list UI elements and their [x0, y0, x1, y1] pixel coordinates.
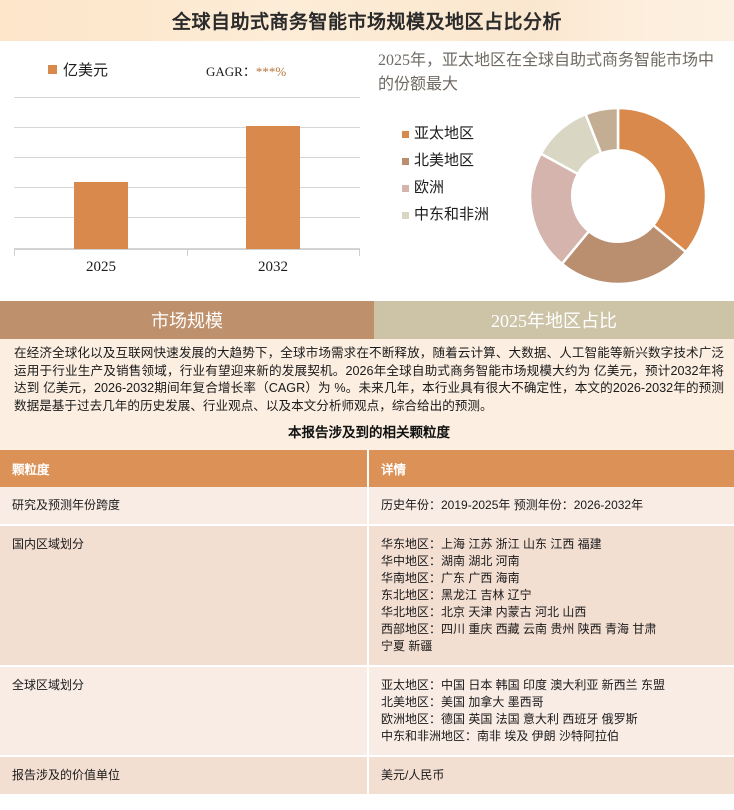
- legend-swatch-icon: [402, 158, 409, 165]
- donut-slice-北美地区[interactable]: [560, 223, 688, 286]
- gridline: [14, 187, 360, 188]
- bar-2032[interactable]: [246, 125, 300, 249]
- gridline: [14, 248, 360, 249]
- detail-line: 北美地区：美国 加拿大 墨西哥: [381, 695, 544, 709]
- donut-graphic: [528, 106, 708, 286]
- col-header-detail: 详情: [368, 450, 734, 487]
- gagr-label: GAGR：: [206, 64, 256, 79]
- cell-detail: 亚太地区：中国 日本 韩国 印度 澳大利亚 新西兰 东盟 北美地区：美国 加拿大 …: [368, 666, 734, 757]
- cell-detail: 历史年份：2019-2025年 预测年份：2026-2032年: [368, 487, 734, 526]
- title-banner: 全球自助式商务智能市场规模及地区占比分析: [0, 0, 734, 41]
- section-tabs: 市场规模 2025年地区占比: [0, 301, 734, 339]
- donut-slice-亚太地区[interactable]: [616, 106, 708, 254]
- legend-swatch-icon: [402, 212, 409, 219]
- table-row: 国内区域划分 华东地区：上海 江苏 浙江 山东 江西 福建 华中地区：湖南 湖北 河…: [0, 525, 734, 667]
- donut-legend-item-1[interactable]: 北美地区: [402, 152, 498, 170]
- legend-swatch-icon: [402, 131, 409, 138]
- table-row: 报告涉及的价值单位 美元/人民币: [0, 756, 734, 796]
- x-tick-label-2025: 2025: [86, 259, 116, 275]
- detail-line: 历史年份：2019-2025年 预测年份：2026-2032年: [381, 498, 644, 512]
- detail-line: 东北地区：黑龙江 吉林 辽宁: [381, 588, 532, 602]
- gagr-value: ***%: [255, 64, 287, 79]
- bar-chart-legend: 亿美元: [48, 59, 108, 80]
- bar-2025[interactable]: [74, 182, 128, 249]
- donut-legend-item-2[interactable]: 欧洲: [402, 179, 498, 197]
- x-tick-label-2032: 2032: [258, 259, 288, 275]
- detail-line: 华中地区：湖南 湖北 河南: [381, 554, 520, 568]
- axis-tick: [14, 249, 15, 256]
- granularity-sub-heading: 本报告涉及到的相关颗粒度: [288, 425, 450, 440]
- detail-line: 美元/人民币: [381, 768, 445, 782]
- cell-granularity: 国内区域划分: [0, 525, 369, 667]
- table-header-row: 颗粒度 详情: [0, 450, 734, 487]
- bar-legend-label: 亿美元: [63, 63, 109, 79]
- donut-legend-item-3[interactable]: 中东和非洲: [402, 206, 498, 224]
- bar-chart: 亿美元 GAGR：***% 2025 2032: [0, 41, 370, 301]
- legend-swatch-icon: [48, 65, 57, 74]
- detail-line: 西部地区：四川 重庆 西藏 云南 贵州 陕西 青海 甘肃: [381, 622, 657, 636]
- table-row: 研究及预测年份跨度 历史年份：2019-2025年 预测年份：2026-2032年: [0, 487, 734, 526]
- donut-slice-其他[interactable]: [583, 106, 620, 156]
- cell-detail: 美元/人民币: [368, 756, 734, 796]
- detail-line: 欧洲地区：德国 英国 法国 意大利 西班牙 俄罗斯: [381, 712, 638, 726]
- gridline: [14, 97, 360, 98]
- granularity-table: 颗粒度 详情 研究及预测年份跨度 历史年份：2019-2025年 预测年份：202…: [0, 450, 734, 796]
- body-section: 在经济全球化以及互联网快速发展的大趋势下，全球市场需求在不断释放，随着云计算、大…: [0, 339, 734, 450]
- detail-line: 华东地区：上海 江苏 浙江 山东 江西 福建: [381, 537, 602, 551]
- cell-granularity: 报告涉及的价值单位: [0, 756, 369, 796]
- tab-region-share[interactable]: 2025年地区占比: [374, 301, 734, 339]
- donut-legend-item-0[interactable]: 亚太地区: [402, 125, 498, 143]
- detail-line: 宁夏 新疆: [381, 639, 433, 653]
- axis-tick: [187, 249, 188, 256]
- detail-line: 中东和非洲地区：南非 埃及 伊朗 沙特阿拉伯: [381, 729, 620, 743]
- legend-swatch-icon: [402, 185, 409, 192]
- detail-line: 华南地区：广东 广西 海南: [381, 571, 520, 585]
- bar-plot-area: [14, 97, 360, 249]
- cell-granularity: 全球区域划分: [0, 666, 369, 757]
- donut-legend-label: 中东和非洲: [414, 207, 490, 223]
- gridline: [14, 217, 360, 218]
- tab-market-size[interactable]: 市场规模: [0, 301, 374, 339]
- detail-line: 华北地区：北京 天津 内蒙古 河北 山西: [381, 605, 587, 619]
- donut-legend-label: 北美地区: [414, 153, 475, 169]
- gridline: [14, 127, 360, 128]
- gridline: [14, 157, 360, 158]
- donut-chart-legend: 亚太地区北美地区欧洲中东和非洲: [402, 125, 498, 233]
- cell-detail: 华东地区：上海 江苏 浙江 山东 江西 福建 华中地区：湖南 湖北 河南 华南地区：…: [368, 525, 734, 667]
- intro-paragraph: 在经济全球化以及互联网快速发展的大趋势下，全球市场需求在不断释放，随着云计算、大…: [14, 346, 724, 413]
- detail-line: 亚太地区：中国 日本 韩国 印度 澳大利亚 新西兰 东盟: [381, 678, 666, 692]
- donut-legend-label: 亚太地区: [414, 126, 475, 142]
- donut-legend-label: 欧洲: [414, 180, 445, 196]
- page-title: 全球自助式商务智能市场规模及地区占比分析: [171, 12, 562, 33]
- gagr-annotation: GAGR：***%: [206, 61, 286, 80]
- donut-chart-title: 2025年，亚太地区在全球自助式商务智能市场中的份额最大: [378, 52, 715, 93]
- donut-chart: 2025年，亚太地区在全球自助式商务智能市场中的份额最大 亚太地区北美地区欧洲中…: [370, 41, 734, 301]
- axis-tick: [359, 249, 360, 256]
- cell-granularity: 研究及预测年份跨度: [0, 487, 369, 526]
- charts-band: 亿美元 GAGR：***% 2025 2032 2025年，亚太地区在全球自助式…: [0, 41, 734, 301]
- table-row: 全球区域划分 亚太地区：中国 日本 韩国 印度 澳大利亚 新西兰 东盟 北美地区：美…: [0, 666, 734, 757]
- col-header-granularity: 颗粒度: [0, 450, 369, 487]
